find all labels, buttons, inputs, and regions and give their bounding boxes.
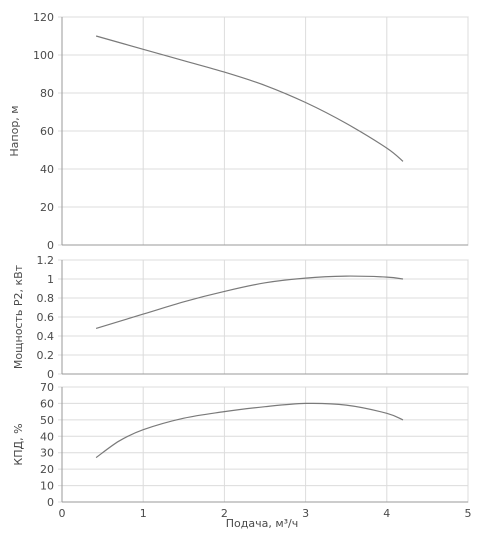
y-tick-label: 1: [47, 273, 54, 286]
y-tick-label: 1.2: [37, 254, 55, 267]
x-tick-label: 1: [140, 507, 147, 520]
chart-panel-3: 0 10 20 30 40 50 60 70 КПД, % 0 1 2 3 4 5 Подача, м³/ч: [12, 381, 472, 530]
y-axis-title: Мощность P2, кВт: [12, 264, 25, 369]
plot-frame: [61, 386, 469, 503]
y-tick-label: 40: [40, 430, 54, 443]
y-tick-label: 20: [40, 463, 54, 476]
y-tick-label: 60: [40, 397, 54, 410]
y-tick-label: 10: [40, 480, 54, 493]
x-tick-label: 3: [302, 507, 309, 520]
y-tick-label: 120: [33, 11, 54, 24]
y-tick-label: 60: [40, 125, 54, 138]
y-tick-label: 0.4: [37, 330, 55, 343]
x-tick-label: 2: [221, 507, 228, 520]
y-tick-label: 50: [40, 414, 54, 427]
y-tick-label: 30: [40, 447, 54, 460]
x-tick-label: 4: [383, 507, 390, 520]
y-tick-label: 0: [47, 239, 54, 252]
y-tick-label: 70: [40, 381, 54, 394]
y-tick-label: 0.8: [37, 292, 55, 305]
y-axis-title: Напор, м: [8, 105, 21, 156]
y-tick-label: 20: [40, 201, 54, 214]
y-tick-label: 0: [47, 368, 54, 381]
series-line: [95, 35, 404, 162]
x-tick-label: 5: [465, 507, 472, 520]
x-tick-label: 0: [59, 507, 66, 520]
y-tick-label: 0.2: [37, 349, 55, 362]
series-line: [95, 275, 404, 329]
y-tick-label: 40: [40, 163, 54, 176]
y-axis-title: КПД, %: [12, 423, 25, 465]
y-tick-label: 0: [47, 496, 54, 509]
series-line: [95, 402, 404, 459]
y-tick-label: 100: [33, 49, 54, 62]
chart-panel-1: 0 20 40 60 80 100 120 Напор, м: [8, 11, 469, 252]
chart-panel-2: 0 0.2 0.4 0.6 0.8 1 1.2 Мощность P2, кВт: [12, 254, 469, 381]
y-tick-label: 0.6: [37, 311, 55, 324]
y-tick-label: 80: [40, 87, 54, 100]
x-axis-title: Подача, м³/ч: [226, 517, 299, 530]
